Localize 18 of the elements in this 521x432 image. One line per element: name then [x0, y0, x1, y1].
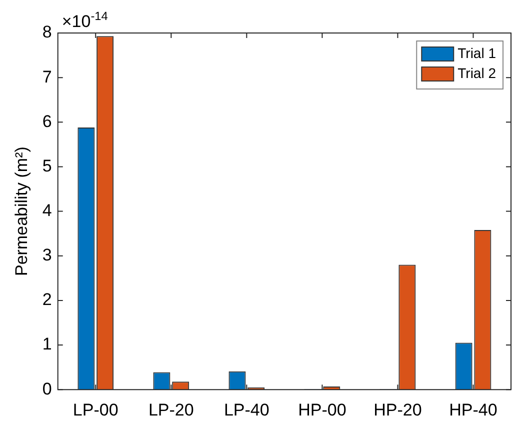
x-tick-label: LP-40 — [224, 400, 270, 420]
y-tick-label: 4 — [42, 200, 52, 220]
y-tick-label: 0 — [42, 379, 52, 398]
x-tick-label: HP-20 — [374, 400, 422, 420]
y-tick-label: 1 — [42, 334, 52, 354]
x-tick-label: LP-20 — [148, 400, 194, 420]
x-tick-label: LP-00 — [72, 400, 118, 420]
y-tick-label: 2 — [42, 290, 52, 310]
x-tick-label: HP-40 — [449, 400, 498, 420]
legend-label: Trial 1 — [458, 44, 496, 61]
y-tick-label: 6 — [42, 112, 52, 131]
x-tick-label: HP-00 — [298, 400, 346, 420]
y-tick-label: 5 — [42, 156, 52, 176]
y-tick-label: 7 — [42, 67, 52, 86]
y-tick-label: 3 — [42, 246, 52, 265]
legend-label: Trial 2 — [458, 64, 496, 81]
y-tick-label: 8 — [42, 22, 52, 42]
y-axis-title: Permeability (m²) — [12, 146, 31, 276]
